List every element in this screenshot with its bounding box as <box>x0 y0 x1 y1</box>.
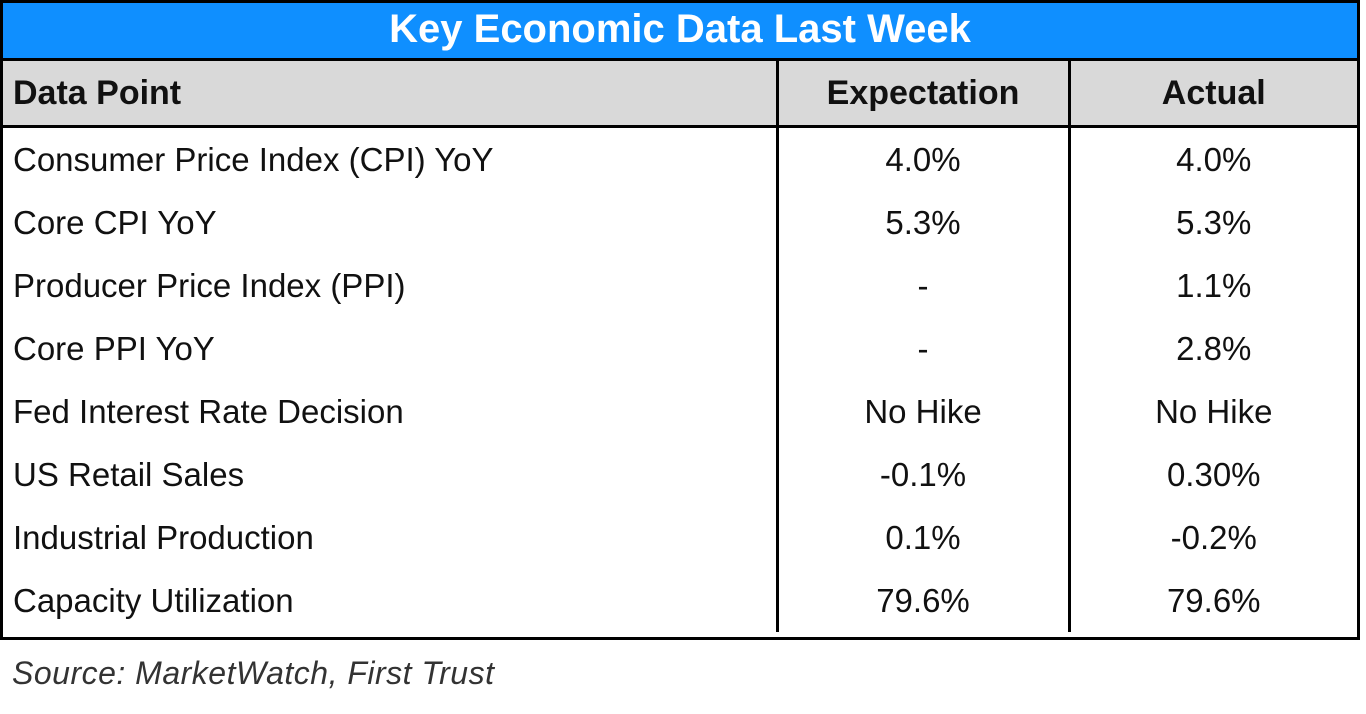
actual-cell: 4.0% <box>1176 140 1252 178</box>
expectation-cell: - <box>775 254 1071 317</box>
table-row: US Retail Sales -0.1% 0.30% <box>3 443 1357 506</box>
table-row: Industrial Production 0.1% -0.2% <box>3 506 1357 569</box>
actual-cell: 2.8% <box>1176 329 1252 367</box>
actual-cell: 79.6% <box>1166 581 1261 619</box>
actual-cell: No Hike <box>1155 392 1273 430</box>
table-row: Consumer Price Index (CPI) YoY 4.0% 4.0% <box>3 126 1357 191</box>
expectation-cell: -0.1% <box>775 443 1071 506</box>
actual-cell: -0.2% <box>1170 518 1257 556</box>
data-point-cell: Fed Interest Rate Decision <box>13 392 404 430</box>
expectation-cell: 79.6% <box>775 569 1071 632</box>
data-point-cell: Producer Price Index (PPI) <box>13 266 406 304</box>
table-title: Key Economic Data Last Week <box>3 3 1357 61</box>
expectation-cell: 5.3% <box>775 191 1071 254</box>
economic-data-table: Key Economic Data Last Week Data Point E… <box>0 0 1360 640</box>
data-point-cell: Capacity Utilization <box>13 581 294 619</box>
column-header-expectation: Expectation <box>775 61 1071 128</box>
data-table: Data Point Expectation Actual Consumer P… <box>3 61 1357 632</box>
actual-cell: 1.1% <box>1176 266 1252 304</box>
source-note: Source: MarketWatch, First Trust <box>12 655 495 691</box>
data-point-cell: Core CPI YoY <box>13 203 217 241</box>
actual-cell: 5.3% <box>1176 203 1252 241</box>
expectation-cell: No Hike <box>775 380 1071 443</box>
table-row: Capacity Utilization 79.6% 79.6% <box>3 569 1357 632</box>
column-header-data-point: Data Point <box>3 61 777 128</box>
column-header-actual: Actual <box>1069 61 1357 128</box>
data-point-cell: Core PPI YoY <box>13 329 215 367</box>
expectation-cell: 0.1% <box>775 506 1071 569</box>
data-point-cell: Consumer Price Index (CPI) YoY <box>13 140 494 178</box>
data-point-cell: Industrial Production <box>13 518 314 556</box>
table-row: Core CPI YoY 5.3% 5.3% <box>3 191 1357 254</box>
table-row: Producer Price Index (PPI) - 1.1% <box>3 254 1357 317</box>
expectation-cell: - <box>775 317 1071 380</box>
data-point-cell: US Retail Sales <box>13 455 245 493</box>
header-row: Data Point Expectation Actual <box>3 61 1357 128</box>
table-body: Consumer Price Index (CPI) YoY 4.0% 4.0%… <box>3 126 1357 632</box>
table-row: Core PPI YoY - 2.8% <box>3 317 1357 380</box>
actual-cell: 0.30% <box>1166 455 1261 493</box>
table-row: Fed Interest Rate Decision No Hike No Hi… <box>3 380 1357 443</box>
table-header: Data Point Expectation Actual <box>3 61 1357 128</box>
expectation-cell: 4.0% <box>775 126 1071 191</box>
